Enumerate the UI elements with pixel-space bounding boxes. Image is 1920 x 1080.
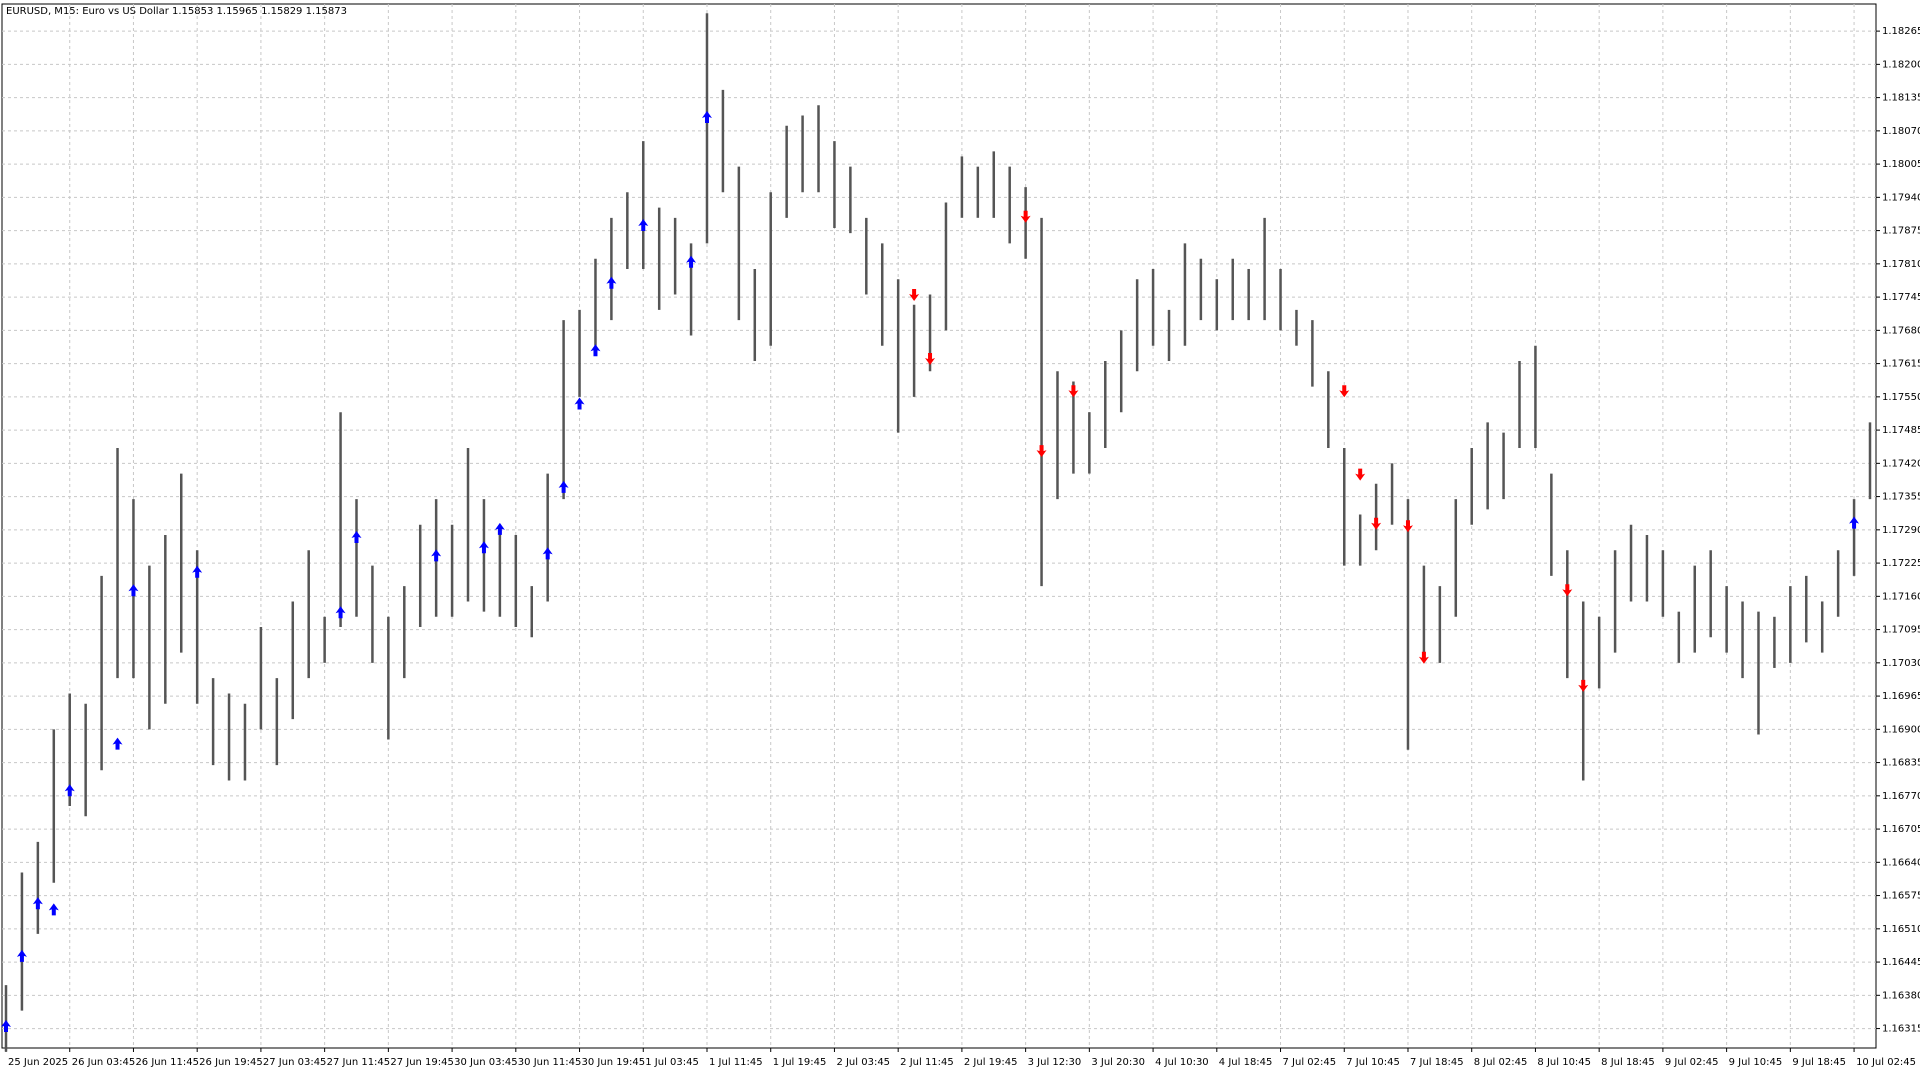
y-tick-label: 1.16445 [1882,957,1920,968]
y-tick-label: 1.17355 [1882,492,1920,503]
y-tick-label: 1.17745 [1882,292,1920,303]
x-tick-label: 30 Jun 03:45 [454,1057,518,1068]
y-tick-label: 1.17940 [1882,192,1920,203]
x-tick-label: 4 Jul 10:30 [1155,1057,1209,1068]
y-tick-label: 1.17160 [1882,591,1920,602]
x-tick-label: 10 Jul 02:45 [1856,1057,1916,1068]
buy-arrow [606,276,617,289]
x-tick-label: 9 Jul 02:45 [1665,1057,1719,1068]
x-tick-label: 7 Jul 18:45 [1410,1057,1464,1068]
y-tick-label: 1.17875 [1882,226,1920,237]
y-tick-label: 1.17550 [1882,392,1920,403]
sell-arrow [925,352,936,365]
sell-arrow [1036,445,1047,458]
y-tick-label: 1.18070 [1882,126,1920,137]
x-tick-label: 25 Jun 2025 [8,1057,68,1068]
sell-arrow [1418,651,1429,664]
sell-arrow [1578,679,1589,692]
buy-arrow [478,541,489,554]
x-tick-label: 2 Jul 19:45 [964,1057,1018,1068]
y-tick-label: 1.17485 [1882,425,1920,436]
x-tick-label: 30 Jun 19:45 [582,1057,646,1068]
y-tick-label: 1.16640 [1882,857,1920,868]
y-tick-label: 1.17095 [1882,625,1920,636]
y-tick-label: 1.16770 [1882,791,1920,802]
x-tick-label: 26 Jun 03:45 [72,1057,136,1068]
y-tick-label: 1.18005 [1882,159,1920,170]
sell-arrow [1562,584,1573,597]
y-tick-label: 1.18200 [1882,59,1920,70]
buy-arrow [48,903,59,916]
plot-frame [1,3,1877,1049]
x-tick-label: 3 Jul 20:30 [1091,1057,1145,1068]
buy-arrow [686,255,697,268]
x-tick-label: 26 Jun 19:45 [199,1057,263,1068]
chart-title: EURUSD, M15: Euro vs US Dollar 1.15853 1… [6,6,347,17]
sell-arrow [1068,385,1079,398]
x-tick-label: 26 Jun 11:45 [135,1057,199,1068]
y-tick-label: 1.16900 [1882,724,1920,735]
buy-arrow [542,547,553,560]
x-tick-label: 7 Jul 02:45 [1283,1057,1337,1068]
x-tick-label: 8 Jul 18:45 [1601,1057,1655,1068]
x-tick-label: 30 Jun 11:45 [518,1057,582,1068]
sell-arrow [1020,210,1031,223]
buy-arrow [112,737,123,750]
y-tick-label: 1.18265 [1882,26,1920,37]
y-tick-label: 1.17225 [1882,558,1920,569]
y-tick-label: 1.17810 [1882,259,1920,270]
buy-arrow [590,344,601,357]
x-tick-label: 2 Jul 11:45 [900,1057,954,1068]
y-tick-label: 1.17680 [1882,325,1920,336]
y-tick-label: 1.16510 [1882,924,1920,935]
buy-arrow [558,480,569,493]
sell-arrow [909,289,920,302]
buy-arrow [64,784,75,797]
y-tick-label: 1.17290 [1882,525,1920,536]
y-tick-label: 1.17615 [1882,359,1920,370]
buy-arrow [192,565,203,578]
y-tick-label: 1.16835 [1882,758,1920,769]
buy-arrow [1,1020,11,1033]
sell-arrow [1355,468,1366,481]
buy-arrow [335,606,346,619]
x-tick-label: 4 Jul 18:45 [1219,1057,1273,1068]
buy-arrow [574,397,585,410]
x-tick-label: 27 Jun 03:45 [263,1057,327,1068]
x-tick-label: 2 Jul 03:45 [836,1057,890,1068]
y-tick-label: 1.16575 [1882,891,1920,902]
buy-arrow [351,530,362,543]
buy-arrow [638,218,649,231]
sell-arrow [1402,520,1413,533]
y-tick-label: 1.17420 [1882,458,1920,469]
x-tick-label: 1 Jul 11:45 [709,1057,763,1068]
buy-arrow [1849,516,1860,529]
buy-arrow [16,949,27,962]
x-tick-label: 8 Jul 10:45 [1537,1057,1591,1068]
x-tick-label: 3 Jul 12:30 [1028,1057,1082,1068]
y-tick-label: 1.16965 [1882,691,1920,702]
buy-arrow [128,584,139,597]
y-tick-label: 1.16705 [1882,824,1920,835]
y-tick-label: 1.16315 [1882,1024,1920,1035]
sell-arrow [1339,385,1350,398]
buy-arrow [431,549,442,562]
y-tick-label: 1.18135 [1882,93,1920,104]
x-tick-label: 1 Jul 19:45 [773,1057,827,1068]
sell-arrow [1371,517,1382,530]
buy-arrow [32,897,43,910]
y-tick-label: 1.17030 [1882,658,1920,669]
x-tick-label: 27 Jun 19:45 [390,1057,454,1068]
buy-arrow [494,522,505,535]
y-tick-label: 1.16380 [1882,990,1920,1001]
x-tick-label: 27 Jun 11:45 [327,1057,391,1068]
x-tick-label: 8 Jul 02:45 [1474,1057,1528,1068]
x-tick-label: 9 Jul 10:45 [1729,1057,1783,1068]
x-tick-label: 1 Jul 03:45 [645,1057,699,1068]
buy-arrow [701,111,712,124]
x-tick-label: 7 Jul 10:45 [1346,1057,1400,1068]
x-tick-label: 9 Jul 18:45 [1792,1057,1846,1068]
